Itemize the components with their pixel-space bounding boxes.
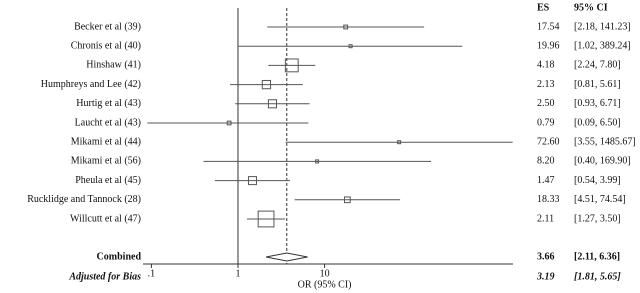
effect-box [397, 140, 402, 145]
ci-label: [0.81, 5.61] [574, 79, 621, 90]
study-label: Mikami et al (44) [71, 136, 141, 147]
study-label: Pheula et al (45) [75, 175, 141, 186]
effect-box [344, 196, 351, 204]
ci-label: [0.54, 3.99] [574, 175, 621, 186]
es-label: 2.50 [537, 98, 555, 109]
study-label: Chronis et al (40) [71, 40, 141, 51]
effect-box [348, 44, 353, 49]
x-axis-label: OR (95% CI) [298, 279, 352, 290]
es-header: ES [537, 2, 550, 13]
es-label: 18.33 [537, 194, 560, 205]
ci-label: [2.18, 141.23] [574, 21, 631, 32]
ci-header: 95% CI [574, 2, 608, 13]
ci-label: [0.93, 6.71] [574, 98, 621, 109]
es-label: 72.60 [537, 136, 560, 147]
es-label: 0.79 [537, 117, 555, 128]
x-tick-label: .1 [148, 268, 156, 279]
effect-box [343, 24, 349, 30]
combined-label: Combined [97, 251, 142, 262]
ci-label: [4.51, 74.54] [574, 194, 626, 205]
study-label: Humphreys and Lee (42) [41, 79, 141, 90]
adjusted-label: Adjusted for Bias [68, 271, 141, 282]
effect-box [261, 79, 272, 90]
effect-box [267, 99, 277, 109]
es-label: 1.47 [537, 175, 555, 186]
adjusted-es: 3.19 [536, 271, 555, 282]
x-tick-label: 10 [320, 268, 330, 279]
es-label: 8.20 [537, 156, 555, 167]
ci-label: [1.27, 3.50] [574, 213, 621, 224]
effect-box [226, 120, 232, 126]
es-label: 2.13 [537, 79, 555, 90]
study-label: Laucht et al (43) [75, 117, 141, 128]
study-label: Rucklidge and Tannock (28) [27, 194, 141, 205]
effect-box [257, 210, 275, 228]
study-label: Hinshaw (41) [86, 60, 141, 71]
es-label: 2.11 [537, 213, 554, 224]
adjusted-ci: [1.81, 5.65] [574, 271, 621, 282]
es-label: 19.96 [537, 40, 560, 51]
ci-label: [1.02, 389.24] [574, 40, 631, 51]
combined-diamond [265, 252, 308, 262]
x-tick-label: 1 [235, 268, 240, 279]
study-label: Hurtig et al (43) [76, 98, 141, 109]
effect-box [315, 159, 320, 164]
combined-ci: [2.11, 6.36] [574, 251, 620, 262]
ci-label: [0.40, 169.90] [574, 156, 631, 167]
study-label: Willcutt et al (47) [70, 213, 141, 224]
ci-label: [0.09, 6.50] [574, 117, 621, 128]
effect-box [284, 58, 299, 73]
ci-label: [3.55, 1485.67] [574, 136, 636, 147]
es-label: 17.54 [537, 21, 560, 32]
study-label: Mikami et al (56) [71, 156, 141, 167]
study-label: Becker et al (39) [74, 21, 141, 32]
combined-es: 3.66 [537, 251, 555, 262]
es-label: 4.18 [537, 60, 555, 71]
ci-label: [2.24, 7.80] [574, 60, 621, 71]
effect-box [247, 176, 257, 186]
